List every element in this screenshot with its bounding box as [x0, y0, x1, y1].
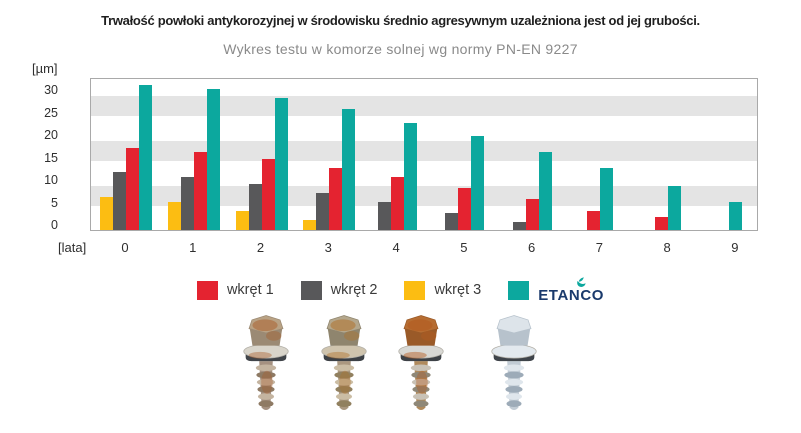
legend-swatch [508, 280, 530, 300]
bar-wkręt-1-year-4 [390, 176, 404, 230]
screw-photo-rusty-1 [235, 311, 297, 420]
bar-wkręt-3-year-2 [235, 210, 249, 230]
bar-wkręt-2-year-1 [180, 176, 194, 230]
screw-photo-clean [483, 311, 545, 420]
bar-wkręt-2-year-4 [377, 201, 391, 230]
bar-group-year-0 [98, 84, 154, 230]
legend-item-wkręt-1: wkręt 1 [196, 280, 274, 300]
x-axis-ticks: 0 1 2 3 4 5 6 7 8 9 [90, 240, 758, 256]
bar-wkręt-2-year-2 [248, 183, 262, 230]
x-tick-label: 8 [663, 240, 671, 255]
chart-legend: wkręt 1 wkręt 2 wkręt 3 ETANCO [0, 277, 801, 303]
bar-group-year-4 [369, 122, 425, 230]
x-tick-label: 2 [256, 240, 265, 255]
legend-label: wkręt 3 [434, 282, 482, 298]
y-axis-ticks: 30 25 20 15 10 5 0 [24, 78, 64, 232]
y-tick-label: 0 [51, 218, 58, 232]
bar-wkręt-2-year-5 [445, 212, 459, 230]
bar-wkręt-3-year-1 [167, 201, 181, 230]
legend-swatch [300, 280, 322, 300]
y-tick-label: 25 [44, 105, 58, 120]
x-tick-label: 9 [731, 240, 739, 255]
bar-group-year-7 [572, 167, 628, 230]
chart-plot-area [90, 78, 758, 231]
screw-photo-rusty-3 [390, 311, 452, 420]
y-tick-label: 20 [44, 128, 58, 142]
bar-wkręt-1-year-6 [526, 199, 540, 230]
plot-gray-band [91, 140, 757, 161]
y-tick-label: 15 [44, 150, 58, 165]
bar-wkręt-1-year-7 [587, 210, 601, 230]
screw-photo-rusty-2 [313, 311, 375, 420]
bar-group-year-3 [301, 109, 357, 230]
x-tick-label: 6 [527, 240, 536, 255]
bar-wkręt-2-year-0 [113, 172, 126, 230]
screw-photos-row [0, 311, 801, 421]
bar-wkręt-1-year-0 [126, 147, 139, 230]
y-tick-label: 30 [44, 83, 58, 97]
page-title: Trwałość powłoki antykorozyjnej w środow… [101, 13, 700, 28]
plot-gray-band [91, 95, 757, 116]
bar-etanco-year-6 [539, 152, 553, 230]
bar-wkręt-1-year-2 [261, 158, 275, 230]
bar-wkręt-1-year-3 [329, 167, 343, 230]
bar-etanco-year-1 [206, 89, 220, 230]
x-tick-label: 4 [392, 240, 400, 255]
etanco-logo: ETANCO [538, 277, 604, 303]
etanco-wordmark: ETANCO [538, 287, 605, 304]
legend-swatch [404, 280, 426, 300]
bar-etanco-year-9 [729, 201, 743, 230]
chart-subtitle: Wykres testu w komorze solnej wg normy P… [223, 41, 578, 57]
bar-wkręt-1-year-1 [193, 152, 207, 230]
bar-etanco-year-4 [403, 122, 417, 230]
bar-group-year-2 [234, 98, 290, 230]
bar-group-year-6 [505, 152, 561, 230]
bar-group-year-8 [640, 185, 696, 230]
bar-etanco-year-2 [274, 98, 288, 230]
bar-etanco-year-0 [139, 84, 152, 230]
x-tick-label: 5 [460, 240, 468, 255]
bar-wkręt-2-year-3 [316, 192, 330, 230]
bar-group-year-9 [708, 201, 764, 230]
bar-wkręt-1-year-5 [458, 188, 472, 230]
legend-item-etanco: ETANCO [508, 277, 604, 303]
legend-swatch [196, 280, 218, 300]
y-tick-label: 10 [44, 173, 58, 187]
bar-wkręt-2-year-6 [513, 221, 527, 230]
y-axis-unit-label: [µm] [32, 61, 58, 76]
legend-label: wkręt 1 [226, 282, 274, 298]
bar-group-year-5 [437, 136, 493, 230]
etanco-flame-icon [576, 277, 586, 287]
bar-etanco-year-3 [342, 109, 356, 230]
y-tick-label: 5 [51, 195, 58, 210]
bar-wkręt-3-year-3 [303, 219, 317, 230]
bar-wkręt-1-year-8 [655, 217, 669, 230]
legend-item-wkręt-2: wkręt 2 [300, 280, 378, 300]
legend-label: wkręt 2 [330, 282, 378, 298]
x-axis-unit-label: [lata] [58, 240, 87, 255]
x-tick-label: 7 [595, 240, 603, 255]
bar-wkręt-3-year-0 [100, 197, 113, 230]
x-tick-label: 3 [324, 240, 332, 255]
x-tick-label: 1 [189, 240, 197, 255]
bar-etanco-year-8 [668, 185, 682, 230]
bar-etanco-year-5 [471, 136, 485, 230]
legend-item-wkręt-3: wkręt 3 [404, 280, 482, 300]
x-tick-label: 0 [121, 240, 129, 255]
bar-group-year-1 [166, 89, 222, 230]
bar-etanco-year-7 [600, 167, 614, 230]
